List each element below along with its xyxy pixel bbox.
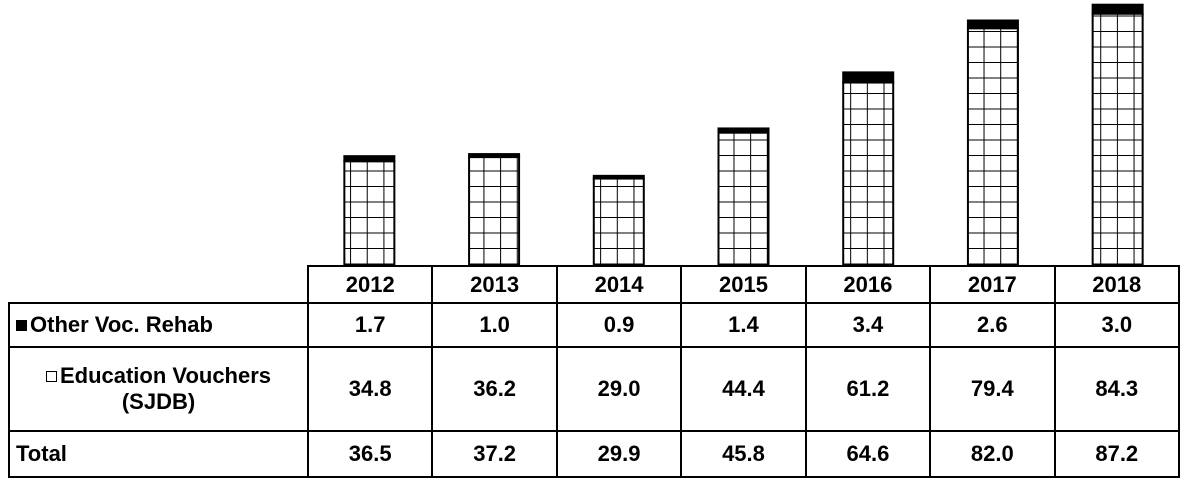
value-cell: 29.0	[557, 347, 681, 431]
value-cell: 1.7	[308, 303, 432, 347]
bar-segment	[469, 154, 519, 157]
column-header: 2013	[432, 266, 556, 303]
row-label: Education Vouchers (SJDB)	[9, 347, 308, 431]
total-cell: 37.2	[432, 431, 556, 477]
bar-segment	[1093, 14, 1143, 265]
column-header: 2012	[308, 266, 432, 303]
value-cell: 3.4	[806, 303, 930, 347]
page: 2012201320142015201620172018 Other Voc. …	[0, 0, 1182, 479]
chart	[0, 0, 1182, 265]
column-header: 2015	[681, 266, 805, 303]
bar-segment	[1093, 5, 1143, 14]
bar-segment	[843, 83, 893, 265]
value-cell: 34.8	[308, 347, 432, 431]
bar-segment	[843, 72, 893, 82]
value-cell: 2.6	[930, 303, 1054, 347]
total-cell: 45.8	[681, 431, 805, 477]
bar-segment	[594, 179, 644, 265]
bar-segment	[344, 156, 394, 161]
value-cell: 44.4	[681, 347, 805, 431]
bar-segment	[968, 28, 1018, 265]
total-cell: 36.5	[308, 431, 432, 477]
total-label: Total	[16, 441, 67, 466]
bar-segment	[719, 133, 769, 265]
column-header: 2014	[557, 266, 681, 303]
legend-label: Other Voc. Rehab	[30, 312, 213, 337]
column-header: 2018	[1055, 266, 1179, 303]
value-cell: 61.2	[806, 347, 930, 431]
bar-segment	[968, 21, 1018, 29]
column-header: 2016	[806, 266, 930, 303]
legend-label: Education Vouchers (SJDB)	[60, 363, 271, 414]
value-cell: 1.0	[432, 303, 556, 347]
value-cell: 3.0	[1055, 303, 1179, 347]
value-cell: 0.9	[557, 303, 681, 347]
total-cell: 82.0	[930, 431, 1054, 477]
value-cell: 79.4	[930, 347, 1054, 431]
value-cell: 1.4	[681, 303, 805, 347]
row-label: Total	[9, 431, 308, 477]
value-cell: 84.3	[1055, 347, 1179, 431]
total-cell: 29.9	[557, 431, 681, 477]
total-cell: 64.6	[806, 431, 930, 477]
value-cell: 36.2	[432, 347, 556, 431]
bar-segment	[594, 176, 644, 179]
column-header: 2017	[930, 266, 1054, 303]
bar-segment	[344, 161, 394, 265]
blank-cell	[9, 266, 308, 303]
legend-swatch	[46, 371, 57, 382]
legend-swatch	[16, 320, 27, 331]
bar-segment	[719, 128, 769, 132]
total-cell: 87.2	[1055, 431, 1179, 477]
bar-segment	[469, 157, 519, 265]
row-label: Other Voc. Rehab	[9, 303, 308, 347]
